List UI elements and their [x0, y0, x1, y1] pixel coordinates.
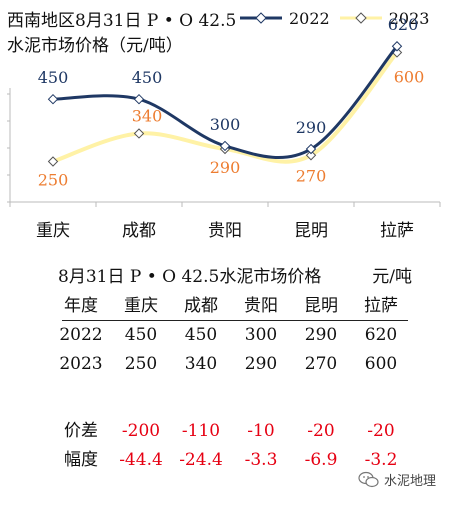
data-label-2022: 290 [296, 118, 327, 137]
legend-swatch-2022 [240, 12, 282, 24]
data-point-2022 [391, 41, 403, 52]
table-cell: -20 [367, 421, 395, 441]
table-header-cell: 重庆 [124, 296, 158, 316]
row-label: 2023 [59, 354, 103, 374]
data-label-2022: 450 [38, 68, 69, 87]
table-cell: 450 [184, 325, 218, 345]
table-cell: -200 [121, 421, 161, 441]
table-header-cell: 年度 [64, 296, 98, 316]
table-header-cell: 成都 [184, 296, 218, 316]
x-tick-label: 成都 [122, 221, 156, 241]
table-cell: -20 [307, 421, 335, 441]
table-cell: -6.9 [304, 450, 338, 470]
table-cell: -10 [247, 421, 275, 441]
legend-label-2022: 2022 [289, 8, 330, 28]
table-cell: 290 [304, 325, 338, 345]
table-cell: -3.2 [364, 450, 398, 470]
x-tick-label: 贵阳 [208, 221, 242, 241]
table-cell: -24.4 [179, 450, 223, 470]
table-cell: -110 [181, 421, 221, 441]
row-label: 价差 [64, 421, 98, 441]
data-label-2022: 620 [388, 15, 419, 34]
row-label: 幅度 [64, 450, 98, 470]
table-header-cell: 拉萨 [364, 296, 398, 316]
price-table: 8月31日 P • O 42.5水泥市场价格 元/吨年度 重庆 成都 贵阳 昆明 拉萨 202… [52, 263, 412, 475]
data-label-2023: 270 [296, 166, 327, 185]
table-row: 2022 450 450 300 290 620 [52, 321, 412, 350]
table-cell: 450 [124, 325, 158, 345]
data-point-2022 [219, 140, 231, 152]
data-label-2023: 290 [210, 158, 241, 177]
table-cell: -44.4 [119, 450, 163, 470]
table-cell: -3.3 [244, 450, 278, 470]
chart-title-line1: 西南地区8月31日 P • O 42.5 [7, 11, 237, 31]
data-point-2023 [305, 150, 317, 161]
x-tick-label: 重庆 [36, 221, 70, 241]
table-cell: 600 [364, 354, 398, 374]
watermark: 水泥地理 [358, 470, 436, 489]
table-diff-row: 幅度 -44.4 -24.4 -3.3 -6.9 -3.2 [52, 446, 412, 475]
table-cell: 620 [364, 325, 398, 345]
data-point-2023 [133, 128, 145, 139]
data-label-2023: 600 [394, 67, 425, 86]
data-point-2022 [133, 93, 145, 105]
data-point-2023 [47, 156, 59, 167]
table-cell: 340 [184, 354, 218, 374]
data-point-2022 [47, 93, 59, 105]
legend-item-2023: 2023 [338, 8, 430, 28]
legend-label-2023: 2023 [388, 8, 430, 28]
table-header-row: 年度 重庆 成都 贵阳 昆明 拉萨 [52, 292, 412, 321]
wechat-icon [358, 471, 379, 487]
table-title: 8月31日 P • O 42.5水泥市场价格 [58, 267, 322, 287]
data-label-2023: 250 [38, 171, 69, 190]
table-diff-row: 价差 -200 -110 -10 -20 -20 [52, 417, 412, 446]
legend-swatch-2023 [339, 12, 382, 24]
table-unit: 元/吨 [372, 267, 412, 287]
line-chart: 重庆 成都 贵阳 昆明 拉萨 450 450 300 290 620 250 340 290 270 600 [7, 15, 441, 241]
row-label: 2022 [59, 325, 103, 345]
data-label-2022: 450 [132, 68, 163, 87]
data-point-2022 [305, 143, 317, 155]
data-label-2022: 300 [210, 115, 241, 134]
table-header-cell: 贵阳 [244, 296, 278, 316]
x-tick-label: 昆明 [294, 221, 328, 241]
x-tick-label: 拉萨 [380, 221, 414, 241]
data-label-2023: 340 [132, 106, 163, 125]
chart-legend: 2022 2023 [238, 8, 437, 28]
table-header-cell: 昆明 [304, 296, 338, 316]
table-cell: 250 [124, 354, 158, 374]
watermark-text: 水泥地理 [383, 474, 436, 489]
legend-item-2022: 2022 [238, 9, 330, 28]
table-cell: 300 [244, 325, 278, 345]
table-cell: 270 [304, 354, 338, 374]
table-spacer [52, 379, 412, 417]
table-row: 2023 250 340 290 270 600 [52, 350, 412, 379]
table-cell: 290 [244, 354, 278, 374]
chart-title-line2: 水泥市场价格（元/吨） [7, 36, 183, 56]
header-divider [62, 320, 408, 321]
table-title-row: 8月31日 P • O 42.5水泥市场价格 元/吨 [52, 263, 412, 292]
